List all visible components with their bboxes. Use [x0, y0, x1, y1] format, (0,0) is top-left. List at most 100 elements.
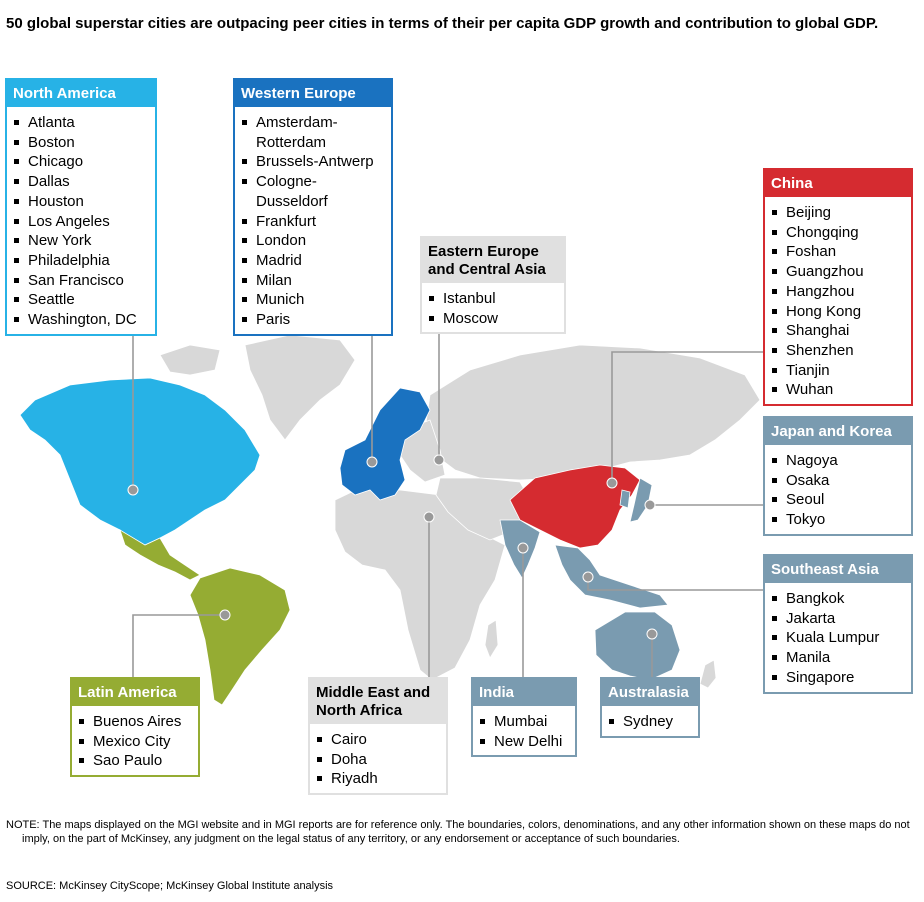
city-item: Los Angeles: [14, 212, 149, 232]
city-item: Seoul: [772, 490, 905, 510]
city-item: Foshan: [772, 242, 905, 262]
southeast-asia-shape: [554, 544, 669, 609]
western-europe-shape: [339, 387, 431, 501]
greenland-shape: [244, 334, 356, 441]
city-item: Osaka: [772, 471, 905, 491]
region-header-eastern-europe: Eastern Europe and Central Asia: [422, 238, 564, 283]
city-item: Sydney: [609, 712, 692, 732]
region-header-australasia: Australasia: [602, 679, 698, 706]
city-item: Hangzhou: [772, 282, 905, 302]
city-item: New York: [14, 231, 149, 251]
city-item: Jakarta: [772, 609, 905, 629]
city-item: Riyadh: [317, 769, 440, 789]
city-item: Atlanta: [14, 113, 149, 133]
city-markers: [127, 454, 658, 640]
city-item: Moscow: [429, 309, 558, 329]
city-list-north-america: Atlanta Boston Chicago Dallas Houston Los Ang…: [7, 107, 155, 334]
leader-lines: [132, 332, 765, 678]
city-item: Seattle: [14, 290, 149, 310]
region-box-japan-korea: Japan and Korea Nagoya Osaka Seoul Tokyo: [763, 416, 913, 536]
region-box-north-america: North America Atlanta Boston Chicago Dallas…: [5, 78, 157, 336]
city-item: Mumbai: [480, 712, 569, 732]
region-header-latin-america: Latin America: [72, 679, 198, 706]
mexico-shape: [119, 529, 201, 581]
city-item: Kuala Lumpur: [772, 628, 905, 648]
japan-korea-shape: [619, 477, 653, 523]
city-item: Milan: [242, 271, 385, 291]
city-item: Frankfurt: [242, 212, 385, 232]
city-item: Washington, DC: [14, 310, 149, 330]
region-header-japan-korea: Japan and Korea: [765, 418, 911, 445]
marker-western-europe: [366, 456, 378, 468]
region-box-western-europe: Western Europe Amsterdam- Rotterdam Bruss…: [233, 78, 393, 336]
city-item: Istanbul: [429, 289, 558, 309]
marker-middle-east: [423, 511, 435, 523]
marker-india: [517, 542, 529, 554]
city-list-china: Beijing Chongqing Foshan Guangzhou Hangzhou H…: [765, 197, 911, 404]
city-item: Nagoya: [772, 451, 905, 471]
city-item: Shanghai: [772, 321, 905, 341]
city-item: Buenos Aires: [79, 712, 192, 732]
australia-shape: [594, 611, 681, 681]
city-list-india: Mumbai New Delhi: [473, 706, 575, 755]
marker-china: [606, 477, 618, 489]
region-box-india: India Mumbai New Delhi: [471, 677, 577, 758]
city-list-japan-korea: Nagoya Osaka Seoul Tokyo: [765, 445, 911, 534]
region-header-india: India: [473, 679, 575, 706]
city-item: Chicago: [14, 152, 149, 172]
new-zealand-shape: [699, 659, 717, 689]
city-item: Houston: [14, 192, 149, 212]
region-box-eastern-europe: Eastern Europe and Central Asia Istanbul…: [420, 236, 566, 335]
north-america-shape: [19, 377, 261, 546]
leader-china: [611, 351, 765, 483]
region-header-middle-east: Middle East and North Africa: [310, 679, 446, 724]
region-box-australasia: Australasia Sydney: [600, 677, 700, 738]
city-item: London: [242, 231, 385, 251]
city-item: Beijing: [772, 203, 905, 223]
city-item: Amsterdam- Rotterdam: [242, 113, 385, 152]
city-item: Singapore: [772, 668, 905, 688]
city-item: Hong Kong: [772, 302, 905, 322]
city-item: Doha: [317, 750, 440, 770]
city-item: Paris: [242, 310, 385, 330]
region-box-latin-america: Latin America Buenos Aires Mexico City Sao…: [70, 677, 200, 778]
marker-australasia: [646, 628, 658, 640]
city-item: Philadelphia: [14, 251, 149, 271]
marker-latin-america: [219, 609, 231, 621]
city-item: Dallas: [14, 172, 149, 192]
madagascar-shape: [484, 619, 499, 659]
city-item: Sao Paulo: [79, 751, 192, 771]
chart-title: 50 global superstar cities are outpacing…: [6, 15, 879, 32]
city-item: Brussels-Antwerp: [242, 152, 385, 172]
city-item: San Francisco: [14, 271, 149, 291]
city-item: Manila: [772, 648, 905, 668]
city-item: Munich: [242, 290, 385, 310]
map-note: NOTE: The maps displayed on the MGI webs…: [6, 819, 910, 845]
city-list-australasia: Sydney: [602, 706, 698, 736]
city-item: Madrid: [242, 251, 385, 271]
city-item: New Delhi: [480, 732, 569, 752]
city-item: Shenzhen: [772, 341, 905, 361]
region-header-western-europe: Western Europe: [235, 80, 391, 107]
city-item: Tokyo: [772, 510, 905, 530]
city-item: Guangzhou: [772, 262, 905, 282]
source-line: SOURCE: McKinsey CityScope; McKinsey Glo…: [6, 880, 334, 892]
city-item: Cologne- Dusseldorf: [242, 172, 385, 211]
region-box-middle-east: Middle East and North Africa Cairo Doha Ri…: [308, 677, 448, 796]
city-item: Wuhan: [772, 380, 905, 400]
city-item: Boston: [14, 133, 149, 153]
arctic-islands-shape: [159, 344, 221, 376]
city-item: Mexico City: [79, 732, 192, 752]
region-box-southeast-asia: Southeast Asia Bangkok Jakarta Kuala Lumpu…: [763, 554, 913, 694]
city-item: Bangkok: [772, 589, 905, 609]
marker-north-america: [127, 484, 139, 496]
leader-latin-america: [132, 614, 225, 678]
region-box-china: China Beijing Chongqing Foshan Guangzhou Han…: [763, 168, 913, 407]
city-list-eastern-europe: Istanbul Moscow: [422, 283, 564, 332]
city-list-southeast-asia: Bangkok Jakarta Kuala Lumpur Manila Singapor…: [765, 583, 911, 692]
city-item: Cairo: [317, 730, 440, 750]
city-list-latin-america: Buenos Aires Mexico City Sao Paulo: [72, 706, 198, 775]
region-header-southeast-asia: Southeast Asia: [765, 556, 911, 583]
city-list-middle-east: Cairo Doha Riyadh: [310, 724, 446, 793]
